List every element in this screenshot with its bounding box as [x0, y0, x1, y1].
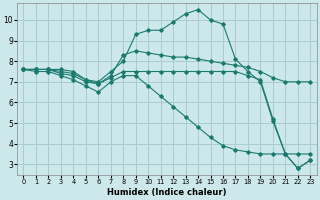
X-axis label: Humidex (Indice chaleur): Humidex (Indice chaleur): [107, 188, 227, 197]
